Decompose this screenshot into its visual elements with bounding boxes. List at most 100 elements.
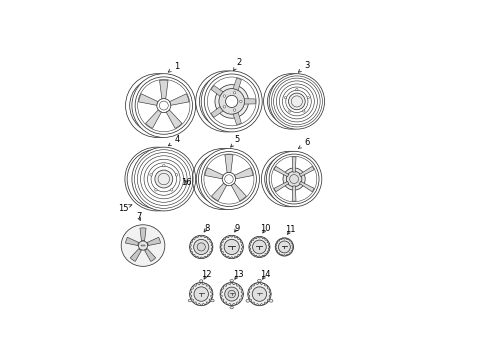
Text: 4: 4 (169, 135, 180, 146)
Polygon shape (225, 155, 233, 172)
Text: 10: 10 (261, 224, 271, 233)
Circle shape (234, 186, 236, 188)
Text: 12: 12 (201, 270, 212, 279)
Circle shape (223, 105, 225, 108)
Polygon shape (274, 166, 289, 177)
Circle shape (252, 287, 267, 301)
Circle shape (228, 291, 236, 298)
Circle shape (278, 241, 291, 253)
Circle shape (237, 175, 239, 177)
Ellipse shape (188, 299, 192, 302)
Polygon shape (125, 237, 139, 246)
Polygon shape (145, 249, 156, 261)
Circle shape (220, 235, 244, 258)
Ellipse shape (269, 300, 273, 302)
Circle shape (269, 74, 324, 129)
Polygon shape (170, 94, 189, 105)
Bar (141, 245, 145, 246)
Circle shape (233, 109, 236, 111)
Text: 9: 9 (235, 224, 240, 233)
Circle shape (240, 100, 242, 103)
Circle shape (222, 186, 224, 188)
Circle shape (286, 171, 302, 187)
Circle shape (228, 168, 230, 170)
Circle shape (132, 74, 196, 138)
Polygon shape (140, 228, 146, 240)
Circle shape (198, 149, 259, 210)
Circle shape (220, 283, 244, 306)
Circle shape (283, 168, 305, 190)
Circle shape (219, 89, 245, 114)
Circle shape (223, 95, 225, 97)
Text: 7: 7 (136, 212, 142, 221)
Circle shape (296, 89, 298, 91)
Circle shape (132, 147, 196, 211)
Circle shape (155, 189, 157, 191)
Circle shape (303, 110, 305, 112)
Polygon shape (211, 85, 223, 96)
Circle shape (157, 99, 171, 113)
Circle shape (222, 172, 236, 186)
Polygon shape (299, 181, 314, 192)
Text: 6: 6 (298, 138, 309, 148)
Text: 8: 8 (204, 224, 209, 233)
Circle shape (252, 240, 266, 254)
Text: 1: 1 (168, 62, 179, 72)
Circle shape (201, 71, 262, 132)
Ellipse shape (246, 300, 250, 302)
Circle shape (194, 239, 209, 255)
Circle shape (194, 287, 208, 301)
Circle shape (267, 151, 322, 207)
Ellipse shape (121, 225, 165, 266)
Circle shape (289, 110, 291, 112)
Polygon shape (235, 168, 253, 179)
Circle shape (175, 174, 178, 176)
Circle shape (249, 237, 270, 257)
Circle shape (153, 101, 155, 104)
Polygon shape (147, 237, 161, 246)
Polygon shape (231, 183, 246, 201)
Circle shape (150, 174, 152, 176)
Polygon shape (160, 80, 168, 99)
Circle shape (190, 283, 213, 306)
Circle shape (139, 241, 147, 250)
Circle shape (219, 175, 220, 177)
Text: 5: 5 (231, 135, 240, 147)
Polygon shape (233, 113, 242, 125)
Circle shape (163, 165, 165, 167)
Circle shape (233, 91, 236, 94)
Text: 15: 15 (119, 204, 132, 213)
Text: 14: 14 (261, 270, 271, 279)
Text: 2: 2 (234, 58, 241, 71)
Polygon shape (130, 249, 142, 261)
Circle shape (169, 113, 171, 115)
Polygon shape (205, 168, 223, 179)
Circle shape (248, 283, 271, 306)
Ellipse shape (258, 279, 261, 282)
Circle shape (215, 85, 248, 118)
Polygon shape (211, 107, 223, 117)
Polygon shape (166, 110, 182, 129)
Text: 16: 16 (181, 178, 192, 187)
Polygon shape (212, 183, 227, 201)
Circle shape (307, 96, 309, 99)
Text: 13: 13 (233, 270, 244, 279)
Polygon shape (139, 94, 158, 105)
Text: 11: 11 (286, 225, 296, 234)
Polygon shape (292, 157, 296, 172)
Polygon shape (146, 110, 161, 129)
Polygon shape (292, 186, 296, 201)
Circle shape (172, 101, 174, 104)
Circle shape (190, 235, 213, 258)
Circle shape (225, 287, 239, 301)
Circle shape (289, 93, 305, 110)
Polygon shape (274, 181, 289, 192)
Text: 3: 3 (298, 60, 309, 72)
Ellipse shape (199, 280, 203, 282)
Circle shape (171, 189, 173, 191)
Ellipse shape (230, 306, 233, 309)
Ellipse shape (230, 279, 233, 282)
Ellipse shape (211, 299, 214, 302)
Polygon shape (233, 78, 242, 90)
Polygon shape (299, 166, 314, 177)
